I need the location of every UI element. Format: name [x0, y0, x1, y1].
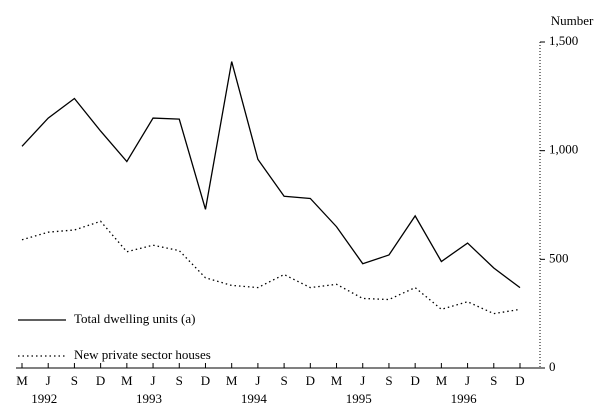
y-tick-label: 0 — [549, 359, 556, 374]
x-tick-label: J — [46, 373, 51, 388]
x-tick-label: S — [71, 373, 78, 388]
data-line — [21, 220, 521, 315]
legend-label: Total dwelling units (a) — [74, 311, 195, 326]
x-tick-label: M — [436, 373, 448, 388]
x-tick-label: D — [201, 373, 210, 388]
x-tick-label: J — [255, 373, 260, 388]
year-label: 1993 — [136, 391, 162, 406]
x-tick-label: D — [96, 373, 105, 388]
x-tick-label: S — [176, 373, 183, 388]
x-tick-label: S — [280, 373, 287, 388]
data-line — [21, 61, 521, 289]
x-tick-label: D — [515, 373, 524, 388]
x-tick-label: M — [226, 373, 238, 388]
y-axis-label: Number — [551, 13, 594, 28]
year-label: 1994 — [241, 391, 268, 406]
y-tick-label: 1,000 — [549, 142, 578, 157]
x-tick-label: M — [331, 373, 343, 388]
legend-label: New private sector houses — [74, 347, 211, 362]
x-tick-label: M — [16, 373, 28, 388]
x-tick-label: M — [121, 373, 133, 388]
x-tick-label: J — [465, 373, 470, 388]
x-tick-label: J — [360, 373, 365, 388]
x-tick-label: S — [490, 373, 497, 388]
year-label: 1996 — [451, 391, 478, 406]
x-tick-label: S — [385, 373, 392, 388]
year-label: 1992 — [31, 391, 57, 406]
y-tick-label: 500 — [549, 250, 569, 265]
x-tick-label: D — [306, 373, 315, 388]
x-tick-label: J — [151, 373, 156, 388]
y-tick-label: 1,500 — [549, 33, 578, 48]
year-label: 1995 — [346, 391, 372, 406]
x-tick-label: D — [410, 373, 419, 388]
